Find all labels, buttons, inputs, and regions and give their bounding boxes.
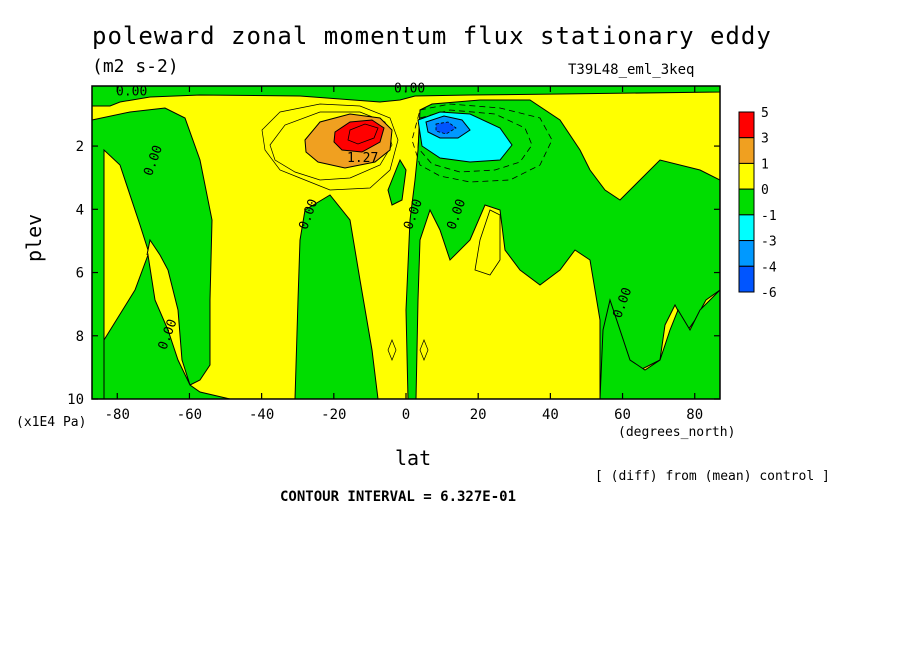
y-tick-label: 6 <box>76 266 84 282</box>
contour-interval: CONTOUR INTERVAL = 6.327E-01 <box>280 489 517 505</box>
neg-region-north <box>405 99 721 400</box>
colorbar-swatch <box>738 265 755 293</box>
y-tick-label: 4 <box>76 202 84 218</box>
colorbar-label: -4 <box>761 260 777 275</box>
neg-core-dark <box>435 121 457 135</box>
x-tick-label: 80 <box>686 407 703 423</box>
y-tick-label: 10 <box>67 392 84 408</box>
x-axis: -80 -60 -40 -20 0 20 40 60 80 <box>105 86 703 423</box>
y-axis-label: plev <box>22 213 46 262</box>
colorbar-swatch <box>738 162 755 190</box>
x-tick-label: 40 <box>542 407 559 423</box>
colorbar-swatch <box>738 214 755 242</box>
colorbar-label: 3 <box>761 132 769 147</box>
chart-units: (m2 s-2) <box>92 56 179 77</box>
neg-region-small <box>387 158 407 206</box>
colorbar-swatch <box>738 111 755 139</box>
y-axis: 2 4 6 8 10 <box>67 139 720 408</box>
colorbar-label: 5 <box>761 106 769 121</box>
x-tick-label: 0 <box>402 407 410 423</box>
neg-region-west <box>91 107 213 400</box>
colorbar-label: -3 <box>761 235 777 250</box>
y-tick-label: 8 <box>76 329 84 345</box>
colorbar-label: -1 <box>761 209 777 224</box>
colorbar-swatch <box>738 137 755 164</box>
colorbar: 5 3 1 0 -1 -3 -4 -6 <box>738 106 777 301</box>
contour-label: 0.00 <box>394 81 425 96</box>
pos-core-red <box>333 119 385 153</box>
negative-regions <box>91 85 721 400</box>
colorbar-label: -6 <box>761 286 777 301</box>
contour-label: 0.00 <box>116 84 147 99</box>
y-tick-label: 2 <box>76 139 84 155</box>
diff-note: [ (diff) from (mean) control ] <box>595 469 830 484</box>
x-tick-label: -60 <box>177 407 202 423</box>
thin-contours <box>261 103 429 361</box>
neg-region-top-band <box>91 85 721 107</box>
y-axis-unit: (x1E4 Pa) <box>16 415 87 430</box>
colorbar-label: 1 <box>761 157 769 172</box>
x-axis-label: lat <box>395 446 432 470</box>
pos-island-north <box>474 209 501 276</box>
x-tick-label: 60 <box>614 407 631 423</box>
x-tick-label: -40 <box>249 407 274 423</box>
chart-title: poleward zonal momentum flux stationary … <box>92 22 772 50</box>
pos-core-red-inner <box>347 123 379 145</box>
dashed-contours <box>411 103 553 183</box>
neg-region-tropics-west <box>294 194 379 400</box>
x-tick-label: 20 <box>470 407 487 423</box>
x-tick-label: -80 <box>105 407 130 423</box>
colorbar-swatch <box>738 240 755 267</box>
colorbar-label: 0 <box>761 183 769 198</box>
contour-label: 1.27 <box>347 151 378 166</box>
x-tick-label: -20 <box>321 407 346 423</box>
colorbar-swatch <box>738 188 755 216</box>
run-label: T39L48_eml_3keq <box>568 62 695 78</box>
x-axis-unit: (degrees_north) <box>618 425 736 440</box>
